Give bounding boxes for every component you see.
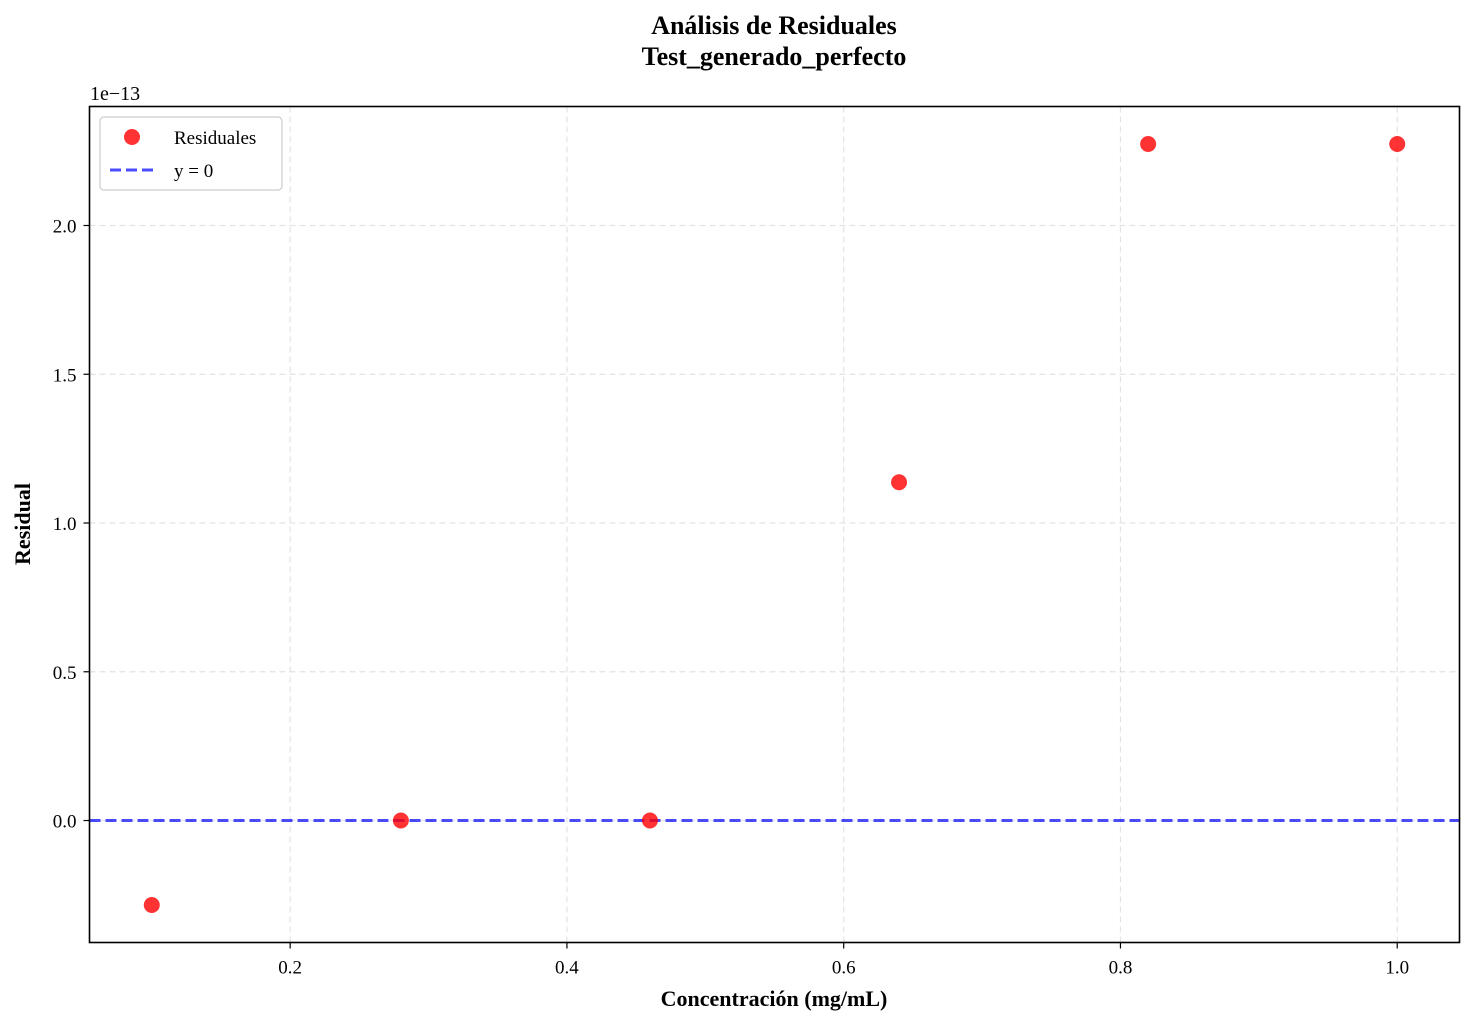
chart-subtitle: Test_generado_perfecto	[642, 42, 907, 71]
plot-frame	[88, 105, 1461, 944]
x-tick-label: 1.0	[1385, 958, 1409, 979]
residual-point	[392, 812, 409, 829]
chart-title: Análisis de Residuales	[651, 11, 897, 40]
residual-point	[1140, 135, 1157, 152]
x-tick-label: 0.8	[1109, 958, 1133, 979]
legend-label-residuales: Residuales	[174, 128, 256, 149]
residual-point	[1389, 135, 1406, 152]
y-tick-label: 2.0	[53, 217, 77, 238]
y-tick-label: 1.5	[53, 365, 77, 386]
y-offset-label: 1e−13	[90, 83, 140, 105]
legend-box	[99, 116, 283, 191]
data-points	[143, 135, 1406, 914]
y-axis-label: Residual	[10, 483, 35, 565]
x-axis-label: Concentración (mg/mL)	[661, 986, 888, 1011]
grid-lines	[89, 106, 1460, 943]
y-tick-label: 0.0	[53, 812, 77, 833]
legend-marker-residuales	[124, 129, 140, 145]
x-tick-label: 0.4	[555, 958, 579, 979]
y-tick-label: 1.0	[53, 514, 77, 535]
x-tick-label: 0.2	[278, 958, 302, 979]
legend-label-zero-line: y = 0	[174, 161, 213, 182]
legend: Residuales y = 0	[99, 116, 283, 191]
x-tick-label: 0.6	[832, 958, 856, 979]
axis-ticks: 0.2 0.4 0.6 0.8 1.0 0.0 0.5 1.0 1.5 2.0	[53, 217, 1409, 979]
residual-point	[143, 897, 160, 914]
residual-point	[891, 474, 908, 491]
y-tick-label: 0.5	[53, 663, 77, 684]
residual-point	[641, 812, 658, 829]
